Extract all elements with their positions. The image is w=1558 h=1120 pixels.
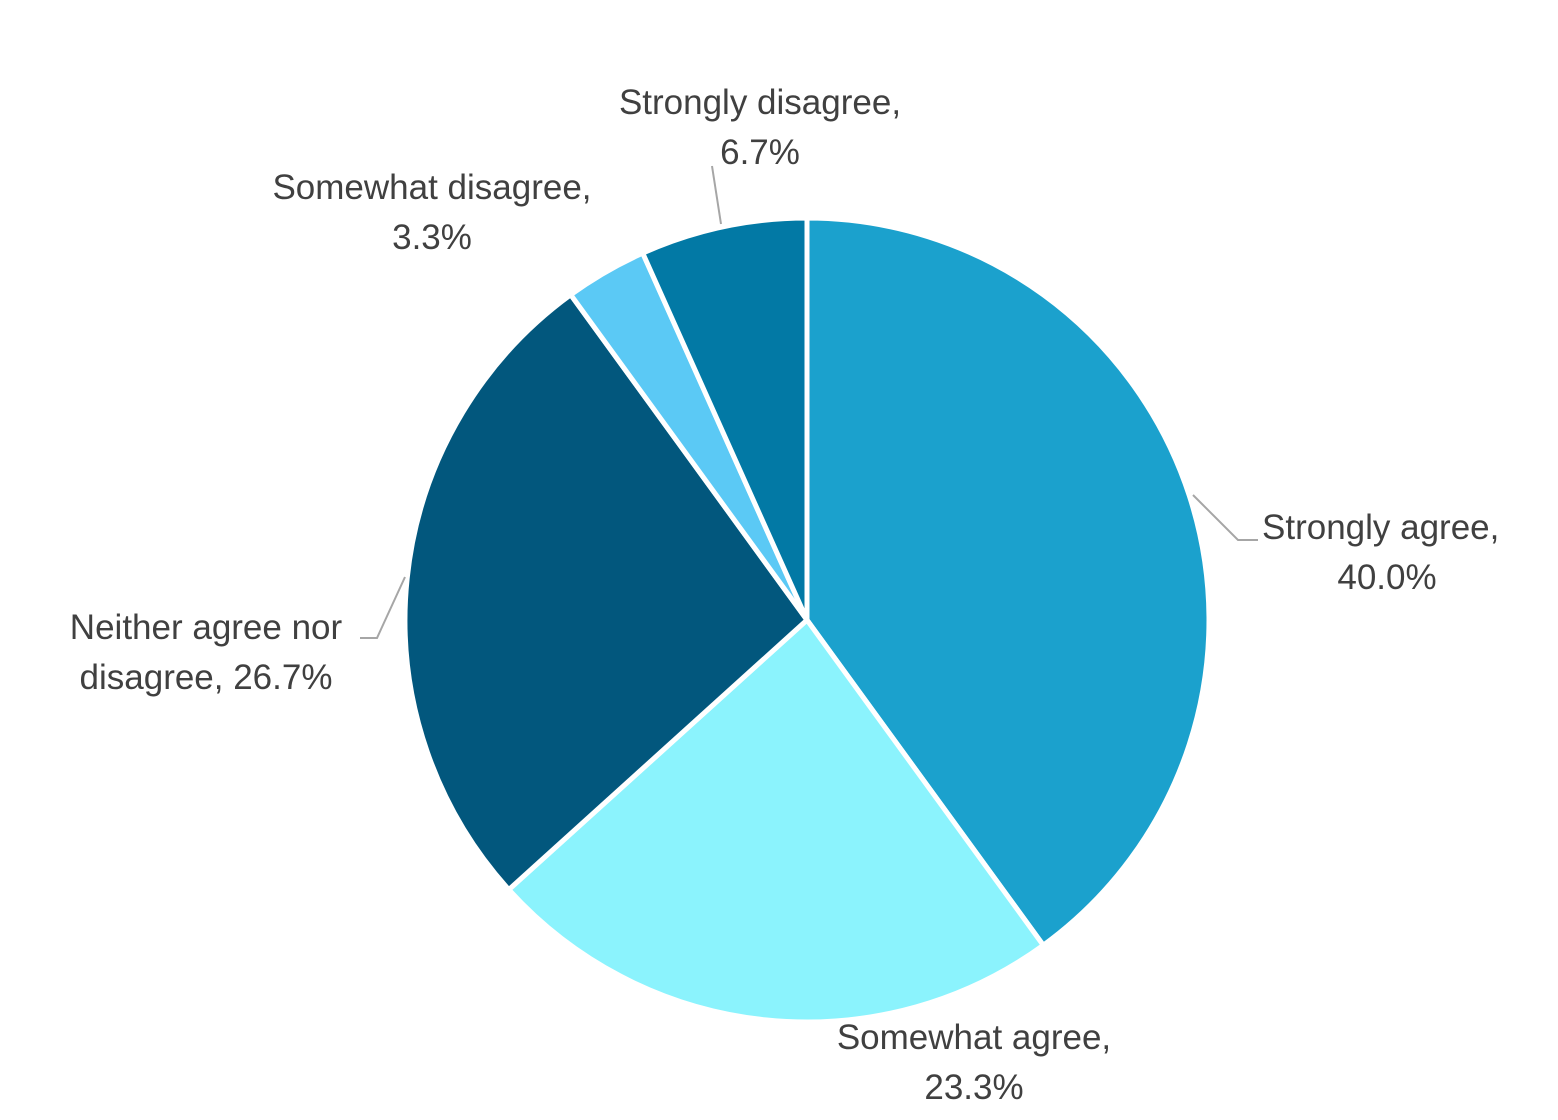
label-strongly-agree-value: 40.0% [1337, 558, 1437, 597]
label-neither: Neither agree nor disagree, 26.7% [56, 603, 356, 703]
label-somewhat-disagree-name: Somewhat disagree, [272, 168, 592, 207]
pie-slice-somewhat-agree [506, 617, 1046, 1025]
label-somewhat-disagree: Somewhat disagree, 3.3% [262, 163, 602, 263]
pie-slice-strongly-agree [804, 215, 1212, 948]
label-somewhat-disagree-value: 3.3% [392, 218, 472, 257]
label-strongly-agree-name: Strongly agree, [1262, 508, 1500, 547]
leader-line-strongly-disagree [711, 165, 722, 225]
label-somewhat-agree-value: 23.3% [924, 1068, 1024, 1107]
pie-slice-strongly-disagree [640, 215, 810, 623]
label-strongly-disagree: Strongly disagree, 6.7% [608, 78, 912, 178]
label-strongly-agree: Strongly agree, 40.0% [1262, 503, 1512, 603]
label-strongly-disagree-value: 6.7% [720, 133, 800, 172]
label-strongly-disagree-name: Strongly disagree, [618, 83, 902, 122]
leader-line-neither [360, 576, 406, 639]
leader-line-strongly-agree [1192, 494, 1258, 541]
label-neither-name: Neither agree nor [69, 608, 343, 647]
label-somewhat-agree-name: Somewhat agree, [836, 1018, 1112, 1057]
label-somewhat-agree: Somewhat agree, 23.3% [828, 1013, 1120, 1113]
label-neither-value: disagree, 26.7% [79, 658, 333, 697]
pie-slice-neither [402, 292, 810, 893]
